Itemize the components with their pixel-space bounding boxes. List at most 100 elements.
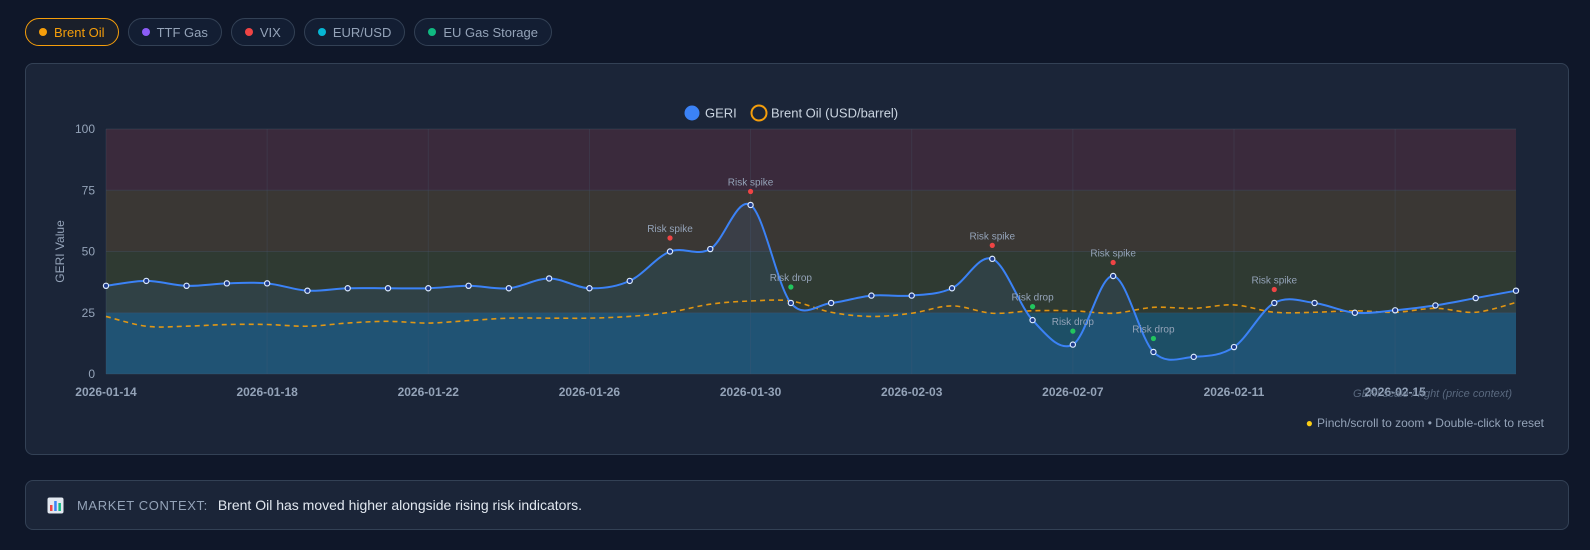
- annotation-label: Risk drop: [1132, 324, 1175, 335]
- color-dot-icon: [428, 28, 437, 36]
- geri-point: [1472, 294, 1479, 302]
- lightbulb-icon: ●: [1305, 416, 1314, 430]
- annotation-label: Risk drop: [1011, 293, 1054, 304]
- y-tick-label: 0: [88, 367, 95, 381]
- geri-point: [1230, 343, 1238, 351]
- geri-point: [989, 255, 996, 263]
- geri-point: [747, 201, 754, 209]
- geri-point: [384, 285, 392, 292]
- filter-pill-brent-oil[interactable]: Brent Oil: [25, 18, 119, 46]
- annotation-marker: [1110, 259, 1116, 266]
- geri-point: [304, 287, 311, 294]
- geri-point: [586, 285, 593, 292]
- geri-point: [143, 277, 150, 285]
- geri-point: [707, 245, 714, 253]
- geri-point: [868, 292, 875, 299]
- geri-area-fill: [106, 203, 1516, 374]
- annotation-marker: [788, 284, 794, 290]
- filter-pill-label: EU Gas Storage: [443, 24, 538, 40]
- x-tick-label: 2026-01-22: [398, 385, 460, 399]
- brent-oil-line: [105, 299, 1517, 328]
- zoom-hint: ● Pinch/scroll to zoom • Double-click to…: [1306, 416, 1544, 430]
- geri-point: [1271, 299, 1278, 307]
- geri-point: [908, 292, 915, 299]
- color-dot-icon: [244, 28, 253, 36]
- filter-pill-ttf-gas[interactable]: TTF Gas: [127, 18, 222, 46]
- indicator-filter-bar: Brent Oil TTF Gas VIX EUR/USD EU Gas Storage: [25, 18, 552, 46]
- y-axis-label: GERI Value: [53, 220, 67, 283]
- filter-pill-eu-gas-storage[interactable]: EU Gas Storage: [414, 18, 552, 46]
- filter-pill-label: VIX: [259, 24, 281, 40]
- geri-point: [626, 277, 633, 285]
- x-tick-label: 2026-01-30: [720, 385, 782, 399]
- annotation-marker: [1271, 286, 1277, 293]
- filter-pill-label: Brent Oil: [54, 24, 105, 40]
- geri-point: [1351, 309, 1359, 316]
- geri-point: [827, 299, 835, 307]
- legend-brent-label: Brent Oil (USD/barrel): [771, 106, 898, 121]
- x-tick-label: 2026-01-26: [559, 385, 621, 399]
- zoom-hint-text: Pinch/scroll to zoom • Double-click to r…: [1317, 416, 1544, 430]
- annotation-label: Risk drop: [1052, 317, 1095, 328]
- filter-pill-label: EUR/USD: [332, 24, 392, 40]
- filter-pill-eur-usd[interactable]: EUR/USD: [303, 18, 406, 46]
- context-text: Brent Oil has moved higher alongside ris…: [217, 497, 583, 513]
- annotation-marker: [747, 188, 754, 195]
- annotation-label: Risk spike: [647, 224, 693, 235]
- y-tick-label: 75: [82, 183, 96, 197]
- legend-geri-swatch: [684, 105, 700, 121]
- filter-pill-label: TTF Gas: [156, 24, 208, 40]
- color-dot-icon: [317, 28, 326, 36]
- annotation-marker: [1070, 328, 1076, 334]
- geri-point: [425, 285, 432, 292]
- x-tick-label: 2026-01-18: [236, 385, 298, 399]
- market-context-panel: MARKET CONTEXT: Brent Oil has moved high…: [25, 480, 1569, 530]
- annotation-label: Risk spike: [728, 177, 774, 188]
- chart-card: 0 25 50 75 100 2026-01-14 2026-01-18 2026-01-22…: [25, 63, 1569, 455]
- annotation-label: Risk spike: [969, 231, 1015, 242]
- geri-chart[interactable]: 0 25 50 75 100 2026-01-14 2026-01-18 2026-01-22…: [26, 64, 1570, 456]
- annotation-label: Risk spike: [1090, 249, 1136, 260]
- geri-point: [465, 282, 472, 289]
- filter-pill-vix[interactable]: VIX: [230, 18, 295, 46]
- geri-point: [344, 285, 351, 292]
- annotation-marker: [667, 235, 673, 241]
- color-dot-icon: [39, 28, 47, 36]
- x-tick-label: 2026-01-14: [75, 385, 137, 399]
- geri-point: [666, 248, 674, 255]
- geri-point: [545, 275, 553, 282]
- bar-chart-icon: [47, 497, 64, 513]
- geri-point: [1029, 316, 1036, 324]
- risk-zone-band: [106, 190, 1516, 252]
- x-tick-label: 2026-02-03: [881, 385, 943, 399]
- geri-point: [1069, 341, 1077, 348]
- y-tick-label: 25: [82, 306, 96, 320]
- geri-point: [1311, 299, 1318, 307]
- legend-geri-label: GERI: [705, 106, 737, 121]
- geri-point: [1432, 302, 1439, 309]
- annotation-label: Risk drop: [770, 273, 813, 284]
- geri-point: [263, 280, 271, 287]
- risk-zone-band: [106, 129, 1516, 191]
- risk-zone-band: [106, 251, 1516, 313]
- annotation-marker: [1150, 335, 1157, 342]
- geri-point: [1391, 307, 1399, 314]
- geri-point: [1150, 348, 1157, 356]
- x-tick-label: 2026-02-15: [1364, 385, 1426, 399]
- geri-point: [223, 280, 231, 287]
- geri-point: [1190, 353, 1197, 361]
- y-tick-label: 100: [75, 122, 95, 136]
- color-dot-icon: [141, 28, 150, 36]
- geri-point: [1512, 287, 1520, 294]
- geri-point: [1109, 272, 1117, 280]
- x-tick-label: 2026-02-07: [1042, 385, 1104, 399]
- legend-brent-swatch: [750, 104, 768, 122]
- x-tick-label: 2026-02-11: [1204, 385, 1265, 399]
- geri-point: [505, 285, 513, 292]
- context-label: MARKET CONTEXT:: [77, 497, 208, 513]
- geri-point: [102, 282, 110, 289]
- annotation-marker: [989, 242, 995, 248]
- annotation-marker: [1029, 304, 1036, 310]
- chart-watermark: GERI scale / right (price context): [1353, 388, 1512, 400]
- geri-point: [183, 282, 190, 289]
